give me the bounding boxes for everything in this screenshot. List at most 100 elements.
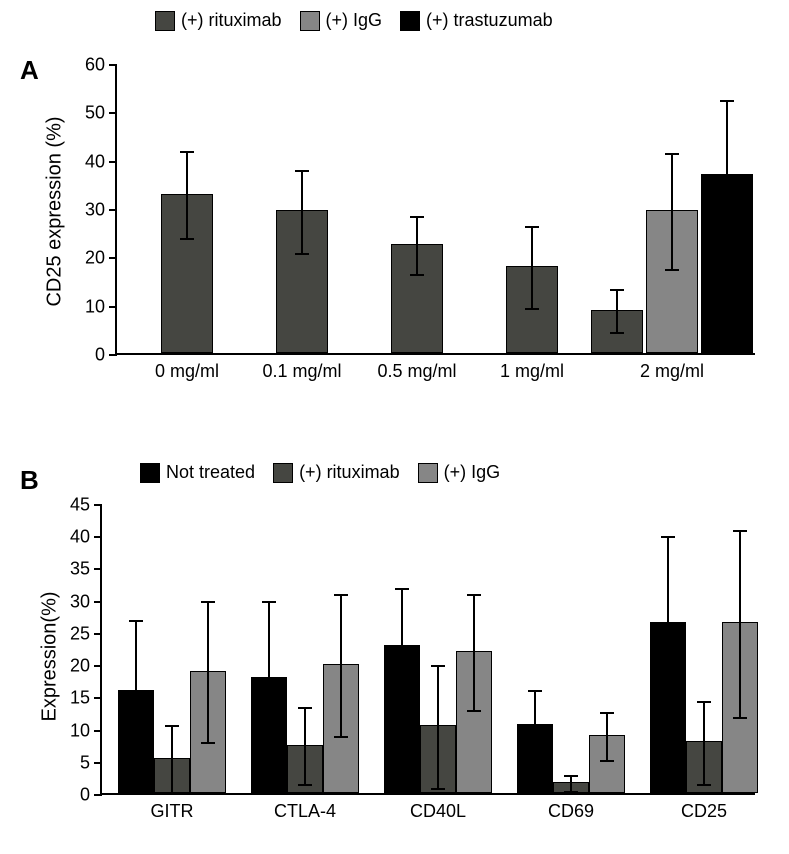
y-tick bbox=[94, 633, 102, 635]
legend-item: (+) IgG bbox=[300, 10, 383, 31]
error-bar bbox=[401, 589, 403, 705]
y-tick-label: 25 bbox=[70, 623, 90, 644]
y-tick-label: 30 bbox=[70, 591, 90, 612]
y-tick bbox=[109, 161, 117, 163]
error-cap bbox=[334, 594, 348, 596]
x-tick-label: 0.5 mg/ml bbox=[377, 361, 456, 382]
legend-item: (+) rituximab bbox=[273, 462, 400, 483]
chart-b-y-title: Expression(%) bbox=[39, 591, 62, 721]
error-cap bbox=[720, 250, 734, 252]
x-tick-label: 0 mg/ml bbox=[155, 361, 219, 382]
error-bar bbox=[171, 726, 173, 793]
error-bar bbox=[534, 691, 536, 762]
x-tick-label: CD25 bbox=[681, 801, 727, 822]
error-cap bbox=[564, 775, 578, 777]
y-tick bbox=[109, 64, 117, 66]
x-tick-label: 0.1 mg/ml bbox=[262, 361, 341, 382]
error-cap bbox=[410, 274, 424, 276]
legend-swatch bbox=[140, 463, 160, 483]
y-tick-label: 0 bbox=[80, 785, 90, 806]
error-cap bbox=[201, 601, 215, 603]
legend-label: (+) rituximab bbox=[299, 462, 400, 483]
y-tick-label: 50 bbox=[85, 103, 105, 124]
chart-a-legend: (+) rituximab (+) IgG (+) trastuzumab bbox=[155, 10, 553, 31]
error-bar bbox=[671, 154, 673, 270]
y-tick bbox=[94, 536, 102, 538]
error-cap bbox=[665, 153, 679, 155]
error-cap bbox=[525, 308, 539, 310]
error-cap bbox=[697, 784, 711, 786]
y-tick bbox=[109, 354, 117, 356]
error-bar bbox=[437, 666, 439, 788]
y-tick-label: 45 bbox=[70, 495, 90, 516]
error-cap bbox=[180, 151, 194, 153]
chart-b-legend: Not treated (+) rituximab (+) IgG bbox=[140, 462, 500, 483]
error-cap bbox=[180, 238, 194, 240]
error-cap bbox=[720, 100, 734, 102]
y-tick bbox=[94, 730, 102, 732]
error-bar bbox=[667, 537, 669, 711]
error-cap bbox=[129, 762, 143, 764]
error-cap bbox=[201, 742, 215, 744]
x-tick-label: 2 mg/ml bbox=[640, 361, 704, 382]
error-bar bbox=[416, 217, 418, 275]
error-cap bbox=[528, 690, 542, 692]
y-tick-label: 0 bbox=[95, 345, 105, 366]
error-bar bbox=[135, 621, 137, 763]
chart-a-plot: 01020304050600 mg/ml0.1 mg/ml0.5 mg/ml1 … bbox=[115, 65, 755, 355]
legend-swatch bbox=[273, 463, 293, 483]
error-bar bbox=[739, 531, 741, 718]
error-cap bbox=[334, 736, 348, 738]
error-bar bbox=[616, 290, 618, 334]
y-tick-label: 30 bbox=[85, 200, 105, 221]
error-cap bbox=[165, 792, 179, 794]
error-cap bbox=[431, 788, 445, 790]
error-bar bbox=[186, 152, 188, 239]
y-tick bbox=[109, 112, 117, 114]
legend-item: (+) IgG bbox=[418, 462, 501, 483]
chart-a-y-title: CD25 expression (%) bbox=[44, 116, 67, 306]
error-bar bbox=[570, 776, 572, 793]
legend-label: (+) trastuzumab bbox=[426, 10, 553, 31]
x-tick-label: CTLA-4 bbox=[274, 801, 336, 822]
chart-b-plot: 051015202530354045GITRCTLA-4CD40LCD69CD2… bbox=[100, 505, 755, 795]
error-cap bbox=[410, 216, 424, 218]
error-cap bbox=[600, 712, 614, 714]
y-tick bbox=[94, 794, 102, 796]
y-tick-label: 15 bbox=[70, 688, 90, 709]
y-tick bbox=[109, 209, 117, 211]
error-cap bbox=[298, 784, 312, 786]
legend-item: (+) rituximab bbox=[155, 10, 282, 31]
legend-swatch bbox=[300, 11, 320, 31]
y-tick bbox=[94, 697, 102, 699]
error-bar bbox=[301, 171, 303, 253]
error-cap bbox=[165, 725, 179, 727]
error-cap bbox=[564, 791, 578, 793]
error-cap bbox=[661, 536, 675, 538]
y-tick-label: 10 bbox=[70, 720, 90, 741]
legend-swatch bbox=[418, 463, 438, 483]
error-cap bbox=[262, 601, 276, 603]
y-tick bbox=[109, 257, 117, 259]
error-cap bbox=[733, 530, 747, 532]
y-tick-label: 60 bbox=[85, 55, 105, 76]
legend-label: (+) IgG bbox=[326, 10, 383, 31]
error-cap bbox=[661, 710, 675, 712]
error-cap bbox=[298, 707, 312, 709]
y-tick-label: 20 bbox=[70, 656, 90, 677]
error-bar bbox=[207, 602, 209, 744]
error-cap bbox=[395, 704, 409, 706]
x-tick-label: CD69 bbox=[548, 801, 594, 822]
y-tick bbox=[94, 601, 102, 603]
error-cap bbox=[697, 701, 711, 703]
error-cap bbox=[295, 170, 309, 172]
error-cap bbox=[129, 620, 143, 622]
error-bar bbox=[340, 595, 342, 737]
legend-item: Not treated bbox=[140, 462, 255, 483]
error-cap bbox=[431, 665, 445, 667]
error-bar bbox=[268, 602, 270, 757]
error-cap bbox=[262, 755, 276, 757]
y-tick bbox=[109, 306, 117, 308]
error-cap bbox=[295, 253, 309, 255]
y-tick bbox=[94, 665, 102, 667]
